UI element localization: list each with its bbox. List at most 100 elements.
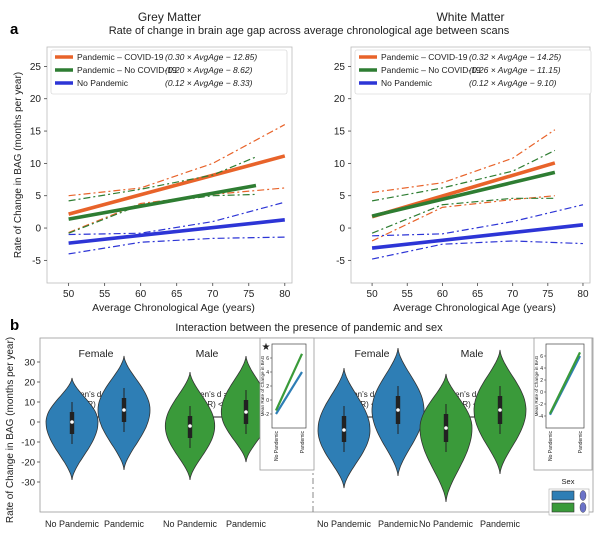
group-label: Male xyxy=(196,348,219,360)
y-tick-label: -2 xyxy=(539,402,544,408)
y-tick-label: 2 xyxy=(266,384,269,390)
y-tick-label: 0 xyxy=(35,224,41,235)
stat-cohens-d: Cohen’s d = 0.903 xyxy=(338,390,404,399)
legend-box xyxy=(354,49,592,95)
star-marker: ★ xyxy=(262,342,271,353)
violin-median xyxy=(188,424,192,428)
y-tick-label: 4 xyxy=(540,366,543,372)
x-tick-label: 60 xyxy=(135,289,147,300)
y-tick-label: 15 xyxy=(334,127,346,138)
x-tick-label: 65 xyxy=(472,289,484,300)
x-axis-label: Average Chronological Age (years) xyxy=(92,302,255,314)
ci-band-nopandemic xyxy=(68,236,285,255)
legend-violin-glyph xyxy=(579,490,587,501)
series-line-nopandemic xyxy=(68,218,285,245)
x-category-label: No Pandemic xyxy=(45,519,100,529)
y-axis-label: Rate of Change in BAG (months per year) xyxy=(5,337,16,523)
ci-band-nopandemic xyxy=(68,201,285,236)
y-tick-label: 6 xyxy=(266,356,269,362)
y-tick-label: 0 xyxy=(540,390,543,396)
y-tick-label: 5 xyxy=(339,191,345,202)
y-tick-label: 15 xyxy=(30,127,42,138)
x-tick-label: 75 xyxy=(243,289,255,300)
y-tick-label: 10 xyxy=(30,159,42,170)
ci-band-covid xyxy=(371,195,555,242)
white-matter-chart: White Matter -5 0 5 10 15 20 25 50 55 60 65 70 75 80 Av… xyxy=(334,10,592,314)
legend: Pandemic – COVID-19 (0.30 × AvgAge − 12.8… xyxy=(50,49,288,95)
inset-y-label: Mean Rate of Change in BAG xyxy=(534,355,539,416)
legend-label: Pandemic – No COVID-19 xyxy=(77,65,177,75)
x-category-label: No Pandemic xyxy=(419,519,474,529)
inset-x-label: Pandemic xyxy=(300,431,306,454)
ci-band-nopandemic xyxy=(371,240,583,260)
x-category-label: Pandemic xyxy=(480,519,521,529)
y-tick-label: 20 xyxy=(30,94,42,105)
x-axis-label: Average Chronological Age (years) xyxy=(393,302,556,314)
x-tick-label: 50 xyxy=(63,289,75,300)
x-tick-label: 60 xyxy=(437,289,449,300)
x-tick-label: 55 xyxy=(402,289,414,300)
y-tick-label: 20 xyxy=(24,378,35,389)
y-tick-label: 10 xyxy=(334,159,346,170)
violin-median xyxy=(342,428,346,432)
x-tick-label: 70 xyxy=(207,289,219,300)
legend-violin-glyph xyxy=(579,502,587,513)
plot-frame xyxy=(350,46,591,284)
group-label: Female xyxy=(354,348,389,360)
group-label: Male xyxy=(461,348,484,360)
stat-p-value: P (FDR) < 0.0001 xyxy=(442,400,505,409)
stat-cohens-d: Cohen’s d = 0.661 xyxy=(185,390,251,399)
legend-equation: (0.30 × AvgAge − 12.85) xyxy=(165,52,257,62)
ci-band-covid xyxy=(68,124,286,197)
x-tick-label: 80 xyxy=(577,289,589,300)
legend-label: Pandemic – COVID-19 xyxy=(381,52,468,62)
violin-median xyxy=(444,426,448,430)
x-tick-label: 75 xyxy=(542,289,554,300)
legend: Pandemic – COVID-19 (0.32 × AvgAge − 14.2… xyxy=(354,49,592,95)
x-tick-label: 55 xyxy=(99,289,111,300)
violin-median xyxy=(498,408,502,412)
ci-band-nocovid xyxy=(371,149,556,202)
y-tick-label: -4 xyxy=(539,414,544,420)
legend-equation: (0.26 × AvgAge − 11.15) xyxy=(469,65,561,75)
inset-series-male xyxy=(275,353,303,411)
panel-a-title: Rate of change in brain age gap across a… xyxy=(109,25,510,37)
x-category-label: Pandemic xyxy=(378,519,419,529)
inset-plot-frame xyxy=(545,343,585,429)
grey-matter-chart: Grey Matter -5 0 5 10 15 20 25 50 55 60 65 70 75 80 Ave… xyxy=(13,10,293,314)
legend-equation: (0.32 × AvgAge − 14.25) xyxy=(469,52,561,62)
chart-title: Grey Matter xyxy=(138,10,201,24)
y-tick-label: 25 xyxy=(334,62,346,73)
group-label: Female xyxy=(78,348,113,360)
legend-label: Pandemic – COVID-19 xyxy=(77,52,164,62)
y-tick-label: 0 xyxy=(339,224,345,235)
y-tick-label: 6 xyxy=(540,354,543,360)
y-tick-label: 30 xyxy=(24,358,35,369)
legend-box xyxy=(50,49,288,95)
stat-cohens-d: Cohen’s d = 0.784 xyxy=(440,390,506,399)
panel-b-title: Interaction between the presence of pand… xyxy=(175,322,443,334)
legend-label: No Pandemic xyxy=(381,78,433,88)
legend-label: Pandemic – No COVID-19 xyxy=(381,65,481,75)
y-tick-label: -10 xyxy=(21,438,35,449)
y-tick-label: 4 xyxy=(266,370,269,376)
legend-swatch-female xyxy=(551,490,575,501)
y-tick-label: 5 xyxy=(35,191,41,202)
x-category-label: No Pandemic xyxy=(163,519,218,529)
y-tick-label: -30 xyxy=(21,478,35,489)
series-line-nopandemic xyxy=(371,223,584,250)
ci-band-covid xyxy=(68,187,285,234)
panel-a-letter: a xyxy=(10,21,19,38)
ci-band-nocovid xyxy=(371,197,555,234)
y-axis-label: Rate of Change in BAG (months per year) xyxy=(13,72,24,258)
chart-title: White Matter xyxy=(436,10,504,24)
violin-median xyxy=(122,408,126,412)
inset-y-label: Mean Rate of Change in BAG xyxy=(260,355,265,416)
ci-band-nocovid xyxy=(68,193,256,234)
y-tick-label: 10 xyxy=(24,398,35,409)
stat-cohens-d: Cohen’s d = 0.779 xyxy=(65,390,131,399)
series-line-nocovid xyxy=(371,170,556,218)
x-category-label: No Pandemic xyxy=(317,519,372,529)
